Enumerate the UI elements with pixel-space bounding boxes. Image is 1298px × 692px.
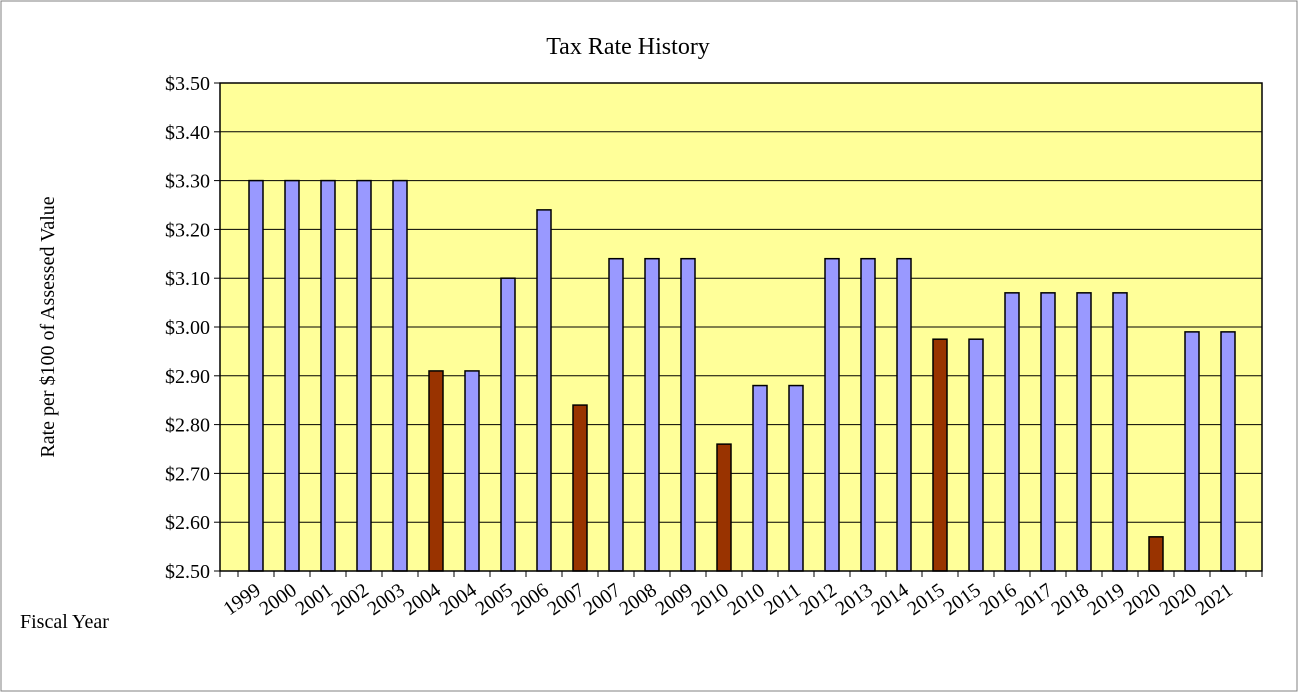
bar	[932, 338, 948, 572]
bar	[716, 443, 732, 572]
bar	[320, 179, 336, 572]
y-tick-label: $2.80	[165, 415, 210, 437]
bar	[608, 257, 624, 572]
y-tick-label: $2.70	[165, 463, 210, 485]
bar	[1076, 292, 1092, 572]
bar	[1148, 536, 1164, 572]
bar	[356, 179, 372, 572]
chart-title: Tax Rate History	[546, 34, 710, 60]
bar	[1004, 292, 1020, 572]
bar	[860, 257, 876, 572]
bar	[1112, 292, 1128, 572]
bar	[824, 257, 840, 572]
y-tick-label: $2.60	[165, 512, 210, 534]
plot-border	[219, 82, 1263, 572]
x-axis-label: Fiscal Year	[20, 611, 109, 633]
bar	[572, 404, 588, 572]
bar	[1184, 331, 1200, 572]
y-tick-label: $3.30	[165, 171, 210, 193]
bar	[788, 384, 804, 572]
y-tick-label: $3.40	[165, 122, 210, 144]
y-axis-label: Rate per $100 of Assessed Value	[37, 196, 59, 457]
y-tick-label: $3.00	[165, 317, 210, 339]
bar	[536, 209, 552, 572]
y-tick-label: $3.20	[165, 219, 210, 241]
y-tick-label: $2.90	[165, 366, 210, 388]
bar	[392, 179, 408, 572]
bar	[644, 257, 660, 572]
bar	[248, 179, 264, 572]
bar	[428, 370, 444, 572]
bar	[1220, 331, 1236, 572]
bar	[1040, 292, 1056, 572]
bar	[500, 277, 516, 572]
bar	[680, 257, 696, 572]
y-tick-label: $3.10	[165, 268, 210, 290]
y-tick-label: $2.50	[165, 561, 210, 583]
bar	[464, 370, 480, 572]
y-tick-label: $3.50	[165, 73, 210, 95]
bar	[752, 384, 768, 572]
bar	[896, 257, 912, 572]
bar	[968, 338, 984, 572]
bar	[284, 179, 300, 572]
